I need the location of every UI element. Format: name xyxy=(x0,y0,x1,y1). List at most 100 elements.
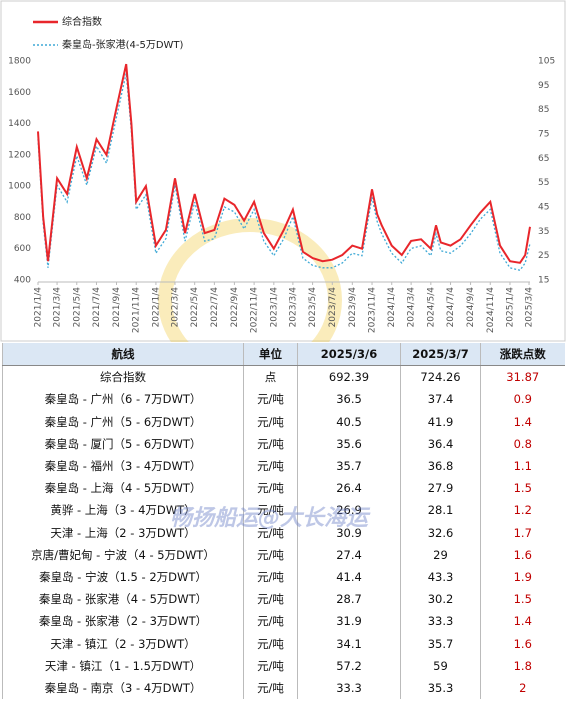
x-tick-label: 2023/11/4 xyxy=(368,287,378,333)
table-cell: 30.9 xyxy=(297,521,401,544)
legend-label: 秦皇岛-张家港(4-5万DWT) xyxy=(62,38,184,51)
freight-table: 航线 单位 2025/3/6 2025/3/7 涨跌点数 综合指数点 692.39 724.2… xyxy=(2,343,565,699)
table-cell: 28.1 xyxy=(400,499,481,522)
y2-tick-label: 95 xyxy=(538,81,549,91)
table-cell: 37.4 xyxy=(400,388,481,411)
table-cell: 30.2 xyxy=(400,588,481,611)
table-cell: 43.3 xyxy=(400,565,481,589)
table-cell: 元/吨 xyxy=(243,388,298,411)
table-cell: 天津 - 镇江（1 - 1.5万DWT） xyxy=(2,654,244,677)
table-cell: 35.6 xyxy=(297,432,401,455)
table-cell: 32.6 xyxy=(400,521,481,544)
table-cell: 692.39 xyxy=(297,365,401,389)
table-cell: 秦皇岛 - 广州（5 - 6万DWT） xyxy=(2,410,244,433)
y2-tick-label: 105 xyxy=(538,57,555,67)
table-cell: 元/吨 xyxy=(243,654,298,677)
x-tick-label: 2025/1/4 xyxy=(505,287,515,328)
table-cell: 0.8 xyxy=(480,432,565,455)
y2-tick-label: 35 xyxy=(538,227,549,237)
table-cell: 1.6 xyxy=(480,632,565,655)
table-row: 京唐/曹妃甸 - 宁波（4 - 5万DWT） 元/吨 27.4 29 1.6 xyxy=(2,543,565,566)
table-cell: 点 xyxy=(243,365,298,389)
table-row: 综合指数点 692.39 724.26 31.87 xyxy=(2,365,565,389)
y-tick-label: 400 xyxy=(14,276,31,286)
chart-border xyxy=(0,0,566,342)
table-row: 秦皇岛 - 上海（4 - 5万DWT） 元/吨 26.4 27.9 1.5 xyxy=(2,477,565,500)
table-cell: 1.8 xyxy=(480,654,565,677)
table-cell: 1.4 xyxy=(480,410,565,433)
table-row: 秦皇岛 - 南京（3 - 4万DWT） 元/吨 33.3 35.3 2 xyxy=(2,676,565,699)
table-cell: 26.4 xyxy=(297,477,401,500)
y2-tick-label: 25 xyxy=(538,251,549,261)
x-tick-label: 2022/5/4 xyxy=(190,287,200,328)
table-row: 天津 - 镇江（2 - 3万DWT） 元/吨 34.1 35.7 1.6 xyxy=(2,632,565,655)
table-cell: 59 xyxy=(400,654,481,677)
table-cell: 1.5 xyxy=(480,477,565,500)
x-tick-label: 2024/5/4 xyxy=(426,287,436,328)
x-tick-label: 2021/11/4 xyxy=(132,287,142,333)
table-cell: 元/吨 xyxy=(243,632,298,655)
table-cell: 1.7 xyxy=(480,521,565,544)
table-cell: 1.5 xyxy=(480,588,565,611)
y-tick-label: 1400 xyxy=(8,119,31,129)
header-cell: 航线 xyxy=(2,343,244,367)
table-cell: 57.2 xyxy=(297,654,401,677)
table-cell: 33.3 xyxy=(400,610,481,633)
table-cell: 天津 - 镇江（2 - 3万DWT） xyxy=(2,632,244,655)
table-cell: 京唐/曹妃甸 - 宁波（4 - 5万DWT） xyxy=(2,543,244,566)
table-row: 天津 - 上海（2 - 3万DWT） 元/吨 30.9 32.6 1.7 xyxy=(2,521,565,544)
table-cell: 秦皇岛 - 福州（3 - 4万DWT） xyxy=(2,454,244,478)
table-cell: 元/吨 xyxy=(243,610,298,633)
table-cell: 元/吨 xyxy=(243,477,298,500)
table-row: 秦皇岛 - 厦门（5 - 6万DWT） 元/吨 35.6 36.4 0.8 xyxy=(2,432,565,455)
x-tick-label: 2024/11/4 xyxy=(486,287,496,333)
x-tick-label: 2021/7/4 xyxy=(92,287,102,328)
table-cell: 35.7 xyxy=(297,454,401,478)
table-cell: 35.3 xyxy=(400,676,481,699)
table-cell: 秦皇岛 - 南京（3 - 4万DWT） xyxy=(2,676,244,699)
header-cell: 涨跌点数 xyxy=(480,343,565,367)
x-tick-label: 2022/3/4 xyxy=(170,287,180,328)
table-cell: 40.5 xyxy=(297,410,401,433)
table-cell: 36.4 xyxy=(400,432,481,455)
table-cell: 29 xyxy=(400,543,481,566)
header-row: 航线 单位 2025/3/6 2025/3/7 涨跌点数 xyxy=(2,343,565,367)
x-tick-label: 2021/5/4 xyxy=(72,287,82,328)
table-cell: 秦皇岛 - 宁波（1.5 - 2万DWT） xyxy=(2,565,244,589)
table-cell: 1.9 xyxy=(480,565,565,589)
series-line xyxy=(37,73,531,272)
table-cell: 1.1 xyxy=(480,454,565,478)
table-cell: 天津 - 上海（2 - 3万DWT） xyxy=(2,521,244,544)
y2-tick-label: 75 xyxy=(538,130,549,140)
table-cell: 元/吨 xyxy=(243,543,298,566)
table-cell: 41.9 xyxy=(400,410,481,433)
y-tick-label: 800 xyxy=(14,213,31,223)
y2-tick-label: 65 xyxy=(538,154,549,164)
table-row: 黄骅 - 上海（3 - 4万DWT） 元/吨 26.9 28.1 1.2 xyxy=(2,499,565,522)
y-tick-label: 1000 xyxy=(8,182,31,192)
table-cell: 31.9 xyxy=(297,610,401,633)
table-cell: 33.3 xyxy=(297,676,401,699)
table-cell: 元/吨 xyxy=(243,432,298,455)
chart: 400 600 800 1000 1200 1400 1600 1800 15 25 35 45 55 6… xyxy=(0,0,566,342)
table-cell: 34.1 xyxy=(297,632,401,655)
y2-tick-label: 45 xyxy=(538,203,549,213)
x-tick-label: 2021/3/4 xyxy=(53,287,63,328)
x-tick-label: 2022/11/4 xyxy=(250,287,260,333)
table-cell: 元/吨 xyxy=(243,676,298,699)
x-tick-label: 2023/3/4 xyxy=(288,287,298,328)
x-tick-label: 2024/3/4 xyxy=(407,287,417,328)
table-cell: 27.4 xyxy=(297,543,401,566)
table-cell: 元/吨 xyxy=(243,588,298,611)
x-tick-label: 2023/1/4 xyxy=(269,287,279,328)
x-tick-label: 2024/1/4 xyxy=(387,287,397,328)
table-row: 秦皇岛 - 张家港（2 - 3万DWT） 元/吨 31.9 33.3 1.4 xyxy=(2,610,565,633)
x-tick-label: 2021/1/4 xyxy=(34,287,44,328)
table-cell: 1.2 xyxy=(480,499,565,522)
x-tick-label: 2023/7/4 xyxy=(328,287,338,328)
header-cell: 2025/3/6 xyxy=(297,343,401,367)
table-cell: 35.7 xyxy=(400,632,481,655)
header-cell: 单位 xyxy=(243,343,298,367)
y-tick-label: 600 xyxy=(14,244,31,254)
table-cell: 26.9 xyxy=(297,499,401,522)
